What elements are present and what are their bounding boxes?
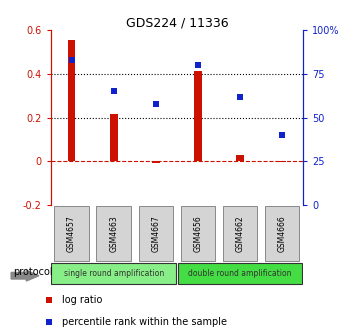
Bar — [236, 155, 244, 161]
Bar — [194, 71, 202, 161]
FancyBboxPatch shape — [54, 206, 89, 261]
Bar — [68, 40, 75, 161]
FancyBboxPatch shape — [51, 263, 176, 284]
FancyBboxPatch shape — [265, 206, 299, 261]
Bar — [110, 114, 118, 161]
Bar — [152, 161, 160, 164]
FancyBboxPatch shape — [180, 206, 215, 261]
Text: GSM4657: GSM4657 — [67, 215, 76, 252]
Bar — [278, 161, 286, 162]
Text: double round amplification: double round amplification — [188, 269, 292, 278]
FancyBboxPatch shape — [96, 206, 131, 261]
Text: log ratio: log ratio — [61, 295, 102, 305]
FancyArrow shape — [11, 270, 39, 281]
FancyBboxPatch shape — [139, 206, 173, 261]
Text: GSM4666: GSM4666 — [278, 215, 287, 252]
Text: GSM4667: GSM4667 — [151, 215, 160, 252]
FancyBboxPatch shape — [223, 206, 257, 261]
Text: percentile rank within the sample: percentile rank within the sample — [61, 317, 226, 327]
Text: GSM4662: GSM4662 — [236, 215, 244, 252]
Text: GSM4663: GSM4663 — [109, 215, 118, 252]
Text: protocol: protocol — [13, 267, 52, 277]
Text: GSM4656: GSM4656 — [193, 215, 203, 252]
FancyBboxPatch shape — [178, 263, 303, 284]
Text: single round amplification: single round amplification — [64, 269, 164, 278]
Title: GDS224 / 11336: GDS224 / 11336 — [126, 16, 228, 29]
